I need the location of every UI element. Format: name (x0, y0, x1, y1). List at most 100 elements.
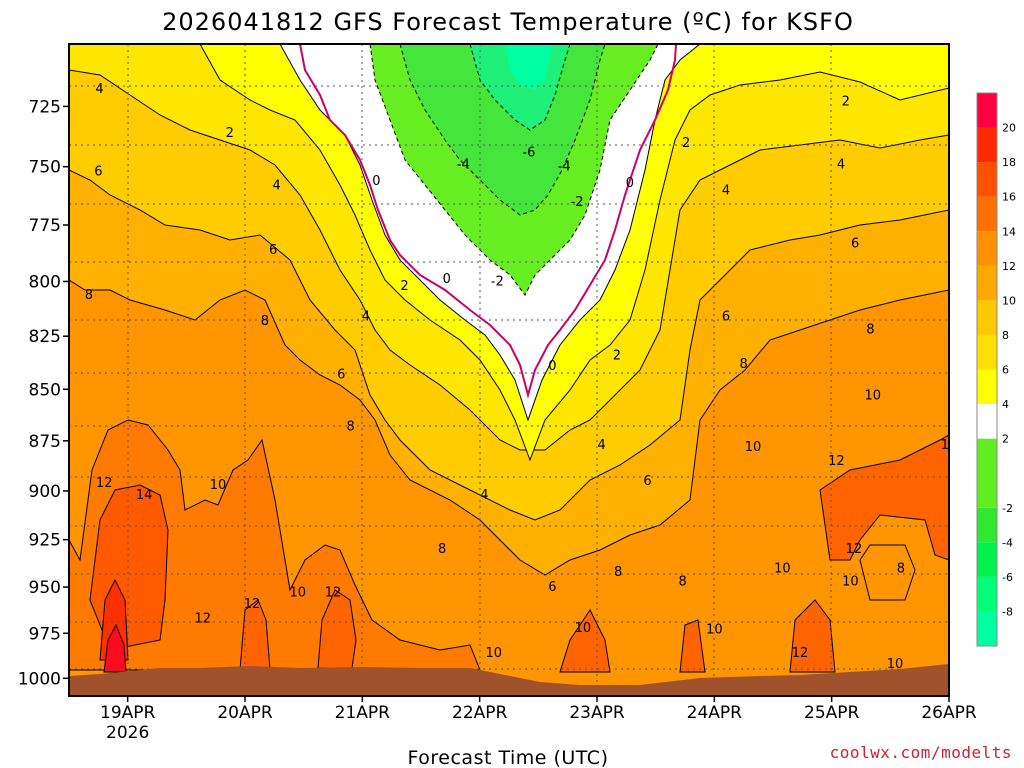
contour-label: 4 (480, 488, 488, 503)
temp-band-12-e (679, 619, 706, 673)
contour-label: 4 (837, 157, 845, 172)
credit-link[interactable]: coolwx.com/modelts (830, 743, 1012, 762)
contour-label: 12 (194, 612, 211, 627)
colorbar-swatch (977, 300, 997, 335)
y-tick-label: 775 (29, 216, 61, 236)
colorbar-tick-label: 6 (1002, 364, 1009, 377)
contour-label: -2 (571, 195, 584, 210)
colorbar-tick-label: 2 (1002, 433, 1009, 446)
contour-label: 10 (485, 646, 502, 661)
contour-label: 8 (261, 314, 269, 329)
contour-label: 2 (613, 348, 621, 363)
colorbar-tick-label: -4 (1002, 536, 1013, 549)
freezing-line (299, 44, 677, 399)
contour-label: 12 (828, 454, 845, 469)
contour-label: 4 (362, 310, 370, 325)
colorbar-swatch (977, 127, 997, 163)
contour-label: 0 (443, 272, 451, 287)
colorbar-frame (976, 92, 998, 647)
colorbar-swatch (977, 334, 997, 370)
contour-label: 10 (887, 657, 904, 672)
contour-label: 8 (866, 323, 874, 338)
x-tick-label: 26APR (921, 703, 977, 723)
contour-label: 12 (941, 438, 958, 453)
colorbar-swatch (977, 404, 997, 439)
gridlines (69, 44, 949, 696)
temp-band-12-f (789, 599, 836, 673)
contour-label: -4 (558, 160, 571, 175)
contour-label: 10 (575, 621, 592, 636)
contour-label: 2 (400, 279, 408, 294)
colorbar-tick-label: 20 (1002, 122, 1016, 135)
contour-label: 6 (851, 236, 859, 251)
y-tick-label: 1000 (18, 669, 61, 689)
x-tick-label: 22APR (452, 703, 508, 723)
colorbar-tick-label: 18 (1002, 156, 1016, 169)
colorbar-tick-label: 8 (1002, 329, 1009, 342)
x-tick-label: 19APR (100, 703, 156, 723)
y-tick-label: 875 (29, 432, 61, 452)
colorbar-swatch (977, 369, 997, 405)
contour-label: 4 (598, 438, 606, 453)
y-tick-label: 825 (29, 327, 61, 347)
colorbar-tick-label: -8 (1002, 605, 1013, 618)
y-tick-label: 925 (29, 531, 61, 551)
colorbar-swatch (977, 542, 997, 577)
contour-label: 12 (846, 542, 863, 557)
x-tick-sublabel: 2026 (106, 723, 149, 743)
contour-label: 14 (136, 488, 153, 503)
y-tick-label: 800 (29, 272, 61, 292)
chart-title: 2026041812 GFS Forecast Temperature (ºC)… (162, 8, 854, 36)
contour-label: 8 (740, 357, 748, 372)
contour-label: 10 (864, 389, 881, 404)
contour-label: 8 (614, 565, 622, 580)
contour-label: -6 (522, 145, 535, 160)
contour-label: 2 (226, 126, 234, 141)
temp-band-12-g (819, 434, 949, 561)
x-tick-label: 25APR (804, 703, 860, 723)
plot-frame (68, 43, 950, 697)
contour-label: 10 (774, 561, 791, 576)
contour-label: 0 (626, 176, 634, 191)
x-tick-label: 24APR (687, 703, 743, 723)
x-tick-label: 20APR (217, 703, 273, 723)
contour-label: 2 (682, 136, 690, 151)
plot-area: 4 2 6 4 6 0 -4 -6 -4 -2 0 2 4 2 4 8 8 2 0 -2 4 6 8 0 2 6 6 8 8 10 4 6 4 1… (69, 44, 958, 696)
colorbar-swatch (977, 438, 997, 508)
colorbar-swatch (977, 231, 997, 266)
contour-label: 6 (269, 243, 277, 258)
colorbar-swatch (977, 93, 997, 128)
contour-label: 10 (290, 586, 307, 601)
contour-label: 8 (346, 420, 354, 435)
colorbar-tick-label: 12 (1002, 260, 1016, 273)
y-tick-label: 750 (29, 158, 61, 178)
colorbar-swatch (977, 611, 997, 646)
contour-labels: 4 2 6 4 6 0 -4 -6 -4 -2 0 2 4 2 4 8 8 2 0 -2 4 6 8 0 2 6 6 8 8 10 4 6 4 1… (85, 82, 958, 672)
contour-label: 0 (548, 359, 556, 374)
contour-label: 10 (842, 574, 859, 589)
contour-label: -4 (457, 157, 470, 172)
x-tick-label: 21APR (335, 703, 391, 723)
temp-band-neg8 (505, 44, 552, 90)
x-tick-label: 23APR (569, 703, 625, 723)
y-tick-label: 900 (29, 482, 61, 502)
colorbar: -8 -6 -4 -2 2 4 6 8 10 12 14 16 18 20 (976, 92, 1016, 647)
y-tick-label: 725 (29, 97, 61, 117)
temp-band-12 (69, 419, 481, 671)
contour-label: 6 (643, 474, 651, 489)
contour-label: 10 (706, 623, 723, 638)
contour-label: 12 (96, 476, 113, 491)
colorbar-tick-label: -2 (1002, 502, 1013, 515)
x-axis-label: Forecast Time (UTC) (408, 747, 609, 768)
colorbar-swatch (977, 576, 997, 612)
colorbar-tick-label: -6 (1002, 571, 1013, 584)
contour-label: 6 (722, 310, 730, 325)
contour-label: 12 (792, 646, 809, 661)
contour-label: 6 (94, 164, 102, 179)
temp-band-10-pocket (859, 544, 916, 601)
contour-label: 4 (273, 179, 281, 194)
contour-label: 2 (842, 94, 850, 109)
y-axis: 725 750 775 800 825 850 875 900 925 950 975 1000 (18, 97, 69, 689)
colorbar-tick-label: 10 (1002, 294, 1016, 307)
